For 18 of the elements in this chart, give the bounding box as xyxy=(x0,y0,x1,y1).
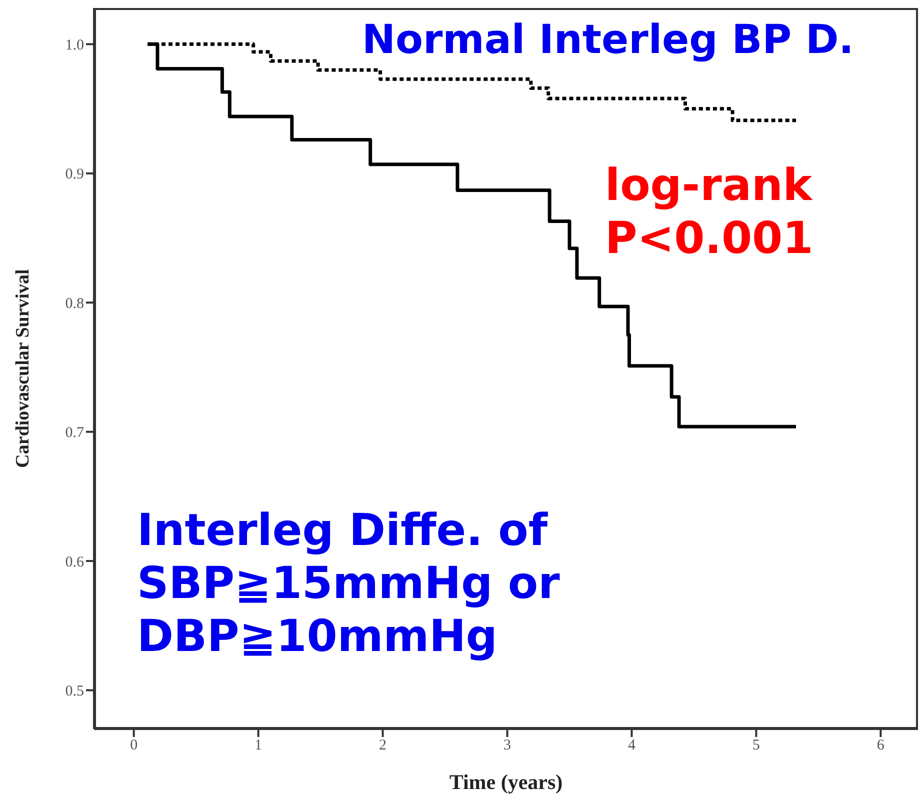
y-tick-label: 0.8 xyxy=(65,296,84,312)
y-tick-label: 0.5 xyxy=(65,684,84,700)
y-tick-label: 1.0 xyxy=(65,38,84,54)
x-axis-title: Time (years) xyxy=(449,770,563,794)
x-tick-label: 2 xyxy=(379,738,387,754)
x-tick-label: 3 xyxy=(503,738,511,754)
y-tick-label: 0.9 xyxy=(65,166,84,183)
y-axis-title: Cardiovascular Survival xyxy=(12,269,34,468)
y-tick-label: 0.7 xyxy=(65,425,84,442)
annotation: Normal Interleg BP D. xyxy=(362,16,854,64)
x-tick-label: 1 xyxy=(254,738,262,754)
x-tick-label: 5 xyxy=(752,738,760,754)
x-tick-label: 0 xyxy=(130,738,138,754)
x-tick-label: 4 xyxy=(628,738,636,754)
annotation: Interleg Diffe. of SBP≧15mmHg or DBP≧10mmHg xyxy=(137,505,560,664)
x-tick-label: 6 xyxy=(876,738,885,754)
annotation: log-rank P<0.001 xyxy=(605,160,814,266)
y-tick-label: 0.6 xyxy=(65,554,84,570)
